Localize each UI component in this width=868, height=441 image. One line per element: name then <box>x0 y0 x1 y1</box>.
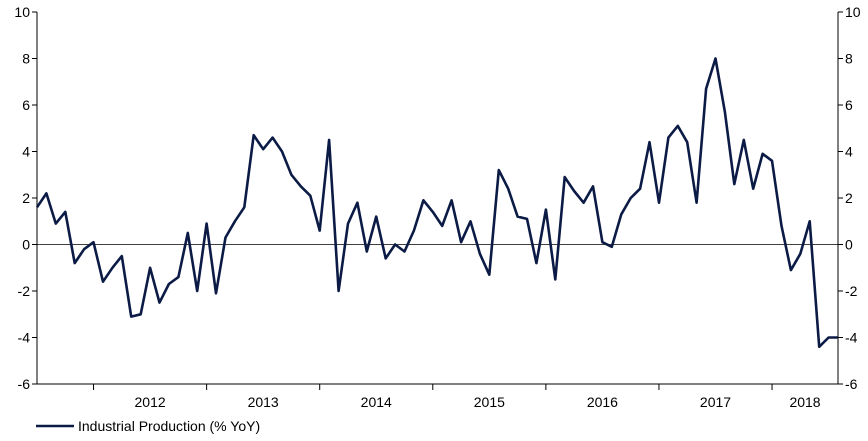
x-tick-label: 2013 <box>248 394 279 410</box>
right-y-axis: -6 -4 -2 0 2 4 6 8 10 <box>837 4 861 392</box>
left-y-tick-label: 4 <box>22 144 30 160</box>
legend: Industrial Production (% YoY) <box>36 418 260 434</box>
x-tick-label: 2015 <box>474 394 505 410</box>
series-line-industrial-production <box>35 57 838 349</box>
left-y-tick-label: -6 <box>18 376 31 392</box>
x-tick-label: 2014 <box>361 394 392 410</box>
left-y-tick-label: 2 <box>22 190 30 206</box>
x-tick-label: 2018 <box>789 394 820 410</box>
legend-label: Industrial Production (% YoY) <box>78 418 260 434</box>
right-y-tick-label: 10 <box>845 4 861 20</box>
x-tick-label: 2016 <box>587 394 618 410</box>
right-y-tick-label: -2 <box>845 283 858 299</box>
right-y-tick-label: 4 <box>845 144 853 160</box>
left-y-tick-label: 0 <box>22 237 30 253</box>
left-y-tick-label: 8 <box>22 51 30 67</box>
right-y-tick-label: 2 <box>845 190 853 206</box>
right-y-tick-label: -6 <box>845 376 858 392</box>
left-y-axis: -6 -4 -2 0 2 4 6 8 10 <box>14 4 38 392</box>
left-y-tick-label: -2 <box>18 283 31 299</box>
left-y-tick-label: 6 <box>22 97 30 113</box>
right-y-tick-label: 6 <box>845 97 853 113</box>
x-tick-label: 2017 <box>700 394 731 410</box>
left-y-tick-label: -4 <box>18 330 31 346</box>
right-y-tick-label: -4 <box>845 330 858 346</box>
right-y-tick-label: 8 <box>845 51 853 67</box>
right-y-tick-label: 0 <box>845 237 853 253</box>
x-tick-label: 2012 <box>135 394 166 410</box>
left-y-tick-label: 10 <box>14 4 30 20</box>
x-axis: 2012 2013 2014 2015 2016 2017 2018 <box>37 383 838 410</box>
